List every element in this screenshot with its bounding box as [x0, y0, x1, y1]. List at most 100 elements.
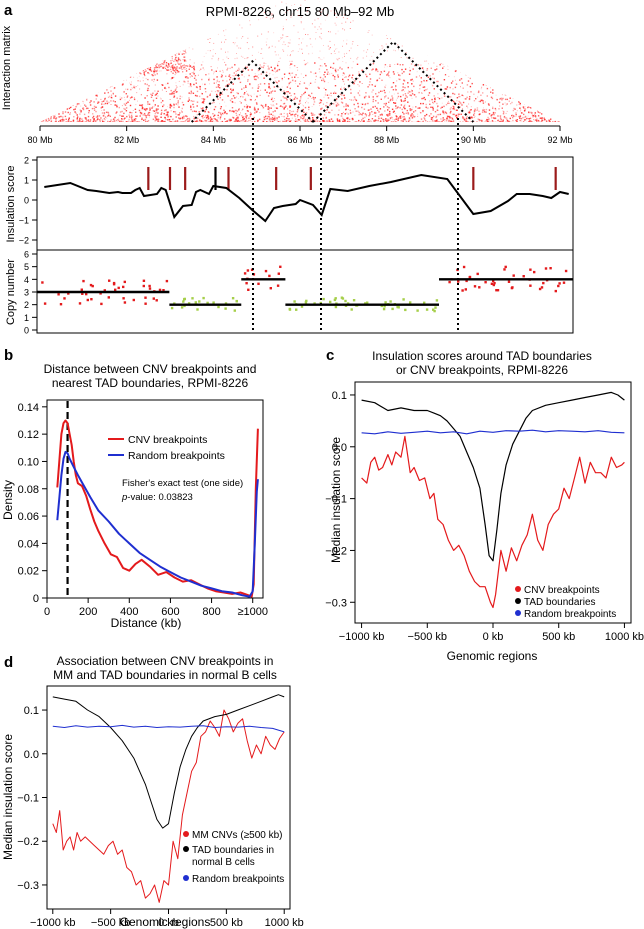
matrix-pixel: [48, 44, 50, 46]
matrix-pixel: [303, 28, 305, 30]
matrix-pixel: [359, 113, 362, 115]
matrix-pixel: [395, 87, 396, 89]
matrix-pixel: [391, 99, 394, 101]
matrix-pixel: [533, 81, 535, 83]
matrix-pixel: [147, 87, 149, 90]
matrix-pixel: [554, 121, 556, 122]
matrix-pixel: [308, 106, 310, 108]
matrix-pixel: [219, 87, 221, 89]
matrix-pixel: [114, 104, 116, 106]
matrix-pixel: [321, 65, 323, 67]
matrix-pixel: [282, 43, 284, 45]
matrix-pixel: [102, 16, 104, 18]
matrix-pixel: [308, 94, 310, 96]
matrix-pixel: [202, 101, 204, 103]
matrix-pixel: [330, 10, 332, 12]
matrix-pixel: [429, 121, 431, 122]
matrix-pixel: [284, 91, 286, 94]
matrix-pixel: [60, 105, 62, 107]
matrix-pixel: [519, 107, 521, 109]
matrix-pixel: [500, 41, 502, 43]
matrix-pixel: [288, 84, 290, 86]
matrix-pixel: [283, 107, 285, 109]
matrix-pixel: [320, 11, 322, 13]
matrix-pixel: [93, 105, 96, 108]
matrix-pixel: [369, 78, 372, 80]
matrix-pixel: [445, 74, 446, 75]
matrix-pixel: [485, 120, 487, 122]
matrix-pixel: [402, 116, 403, 118]
matrix-pixel: [69, 83, 71, 85]
matrix-pixel: [257, 108, 259, 111]
matrix-pixel: [380, 121, 382, 122]
matrix-pixel: [452, 118, 454, 120]
matrix-pixel: [162, 60, 164, 62]
matrix-pixel: [212, 120, 214, 122]
matrix-pixel: [201, 121, 203, 122]
matrix-pixel: [479, 100, 482, 103]
matrix-pixel: [262, 57, 264, 59]
matrix-pixel: [288, 82, 290, 85]
matrix-pixel: [334, 44, 335, 46]
matrix-pixel: [134, 121, 136, 122]
matrix-pixel: [543, 117, 545, 119]
matrix-pixel: [523, 68, 526, 71]
matrix-pixel: [221, 74, 223, 77]
matrix-pixel: [60, 92, 62, 94]
matrix-pixel: [339, 93, 342, 96]
matrix-pixel: [154, 112, 156, 115]
matrix-pixel: [320, 99, 323, 102]
matrix-pixel: [132, 47, 134, 49]
matrix-pixel: [173, 70, 176, 72]
cn-point: [67, 292, 70, 295]
matrix-pixel: [500, 98, 502, 100]
matrix-pixel: [42, 118, 44, 120]
matrix-pixel: [500, 29, 502, 31]
matrix-pixel: [170, 70, 172, 73]
matrix-pixel: [319, 105, 321, 107]
matrix-pixel: [486, 87, 489, 90]
matrix-pixel: [149, 112, 151, 114]
matrix-pixel: [349, 109, 351, 112]
matrix-pixel: [424, 80, 426, 82]
cn-point: [148, 284, 151, 288]
matrix-pixel: [537, 69, 539, 72]
matrix-pixel: [480, 94, 482, 96]
matrix-pixel: [389, 65, 391, 67]
matrix-pixel: [268, 92, 271, 94]
matrix-pixel: [497, 119, 499, 122]
matrix-pixel: [343, 94, 345, 97]
matrix-pixel: [518, 115, 520, 118]
matrix-pixel: [441, 97, 443, 99]
matrix-pixel: [528, 121, 530, 122]
matrix-pixel: [233, 72, 235, 74]
matrix-pixel: [271, 92, 273, 94]
matrix-pixel: [500, 67, 502, 68]
matrix-pixel: [315, 118, 317, 120]
matrix-pixel: [491, 120, 494, 122]
matrix-pixel: [386, 38, 388, 39]
matrix-pixel: [183, 47, 185, 50]
matrix-pixel: [257, 121, 259, 122]
matrix-pixel: [53, 26, 55, 28]
cn-ytick-label: 2: [24, 300, 29, 310]
matrix-pixel: [462, 108, 463, 110]
matrix-pixel: [321, 9, 323, 11]
matrix-pixel: [153, 78, 155, 81]
matrix-pixel: [176, 97, 178, 99]
matrix-pixel: [328, 31, 329, 33]
matrix-pixel: [170, 62, 172, 64]
matrix-pixel: [290, 114, 292, 116]
matrix-pixel: [338, 120, 340, 122]
matrix-pixel: [289, 105, 291, 107]
matrix-pixel: [407, 86, 409, 88]
matrix-pixel: [427, 94, 430, 96]
matrix-pixel: [139, 115, 141, 117]
matrix-pixel: [426, 60, 428, 62]
matrix-pixel: [118, 75, 120, 77]
matrix-pixel: [47, 117, 49, 118]
matrix-pixel: [523, 61, 525, 63]
matrix-pixel: [380, 90, 382, 92]
matrix-pixel: [193, 40, 195, 42]
matrix-pixel: [534, 82, 537, 84]
